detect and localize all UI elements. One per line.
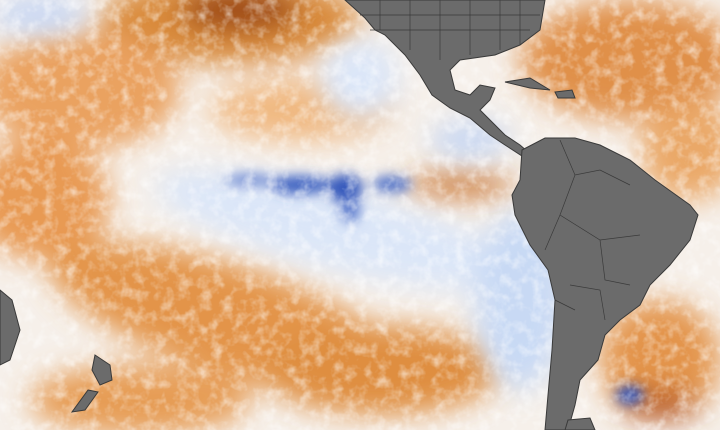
tierra-del-fuego [564,417,596,430]
new-zealand [70,354,113,413]
hispaniola [554,89,576,99]
country-borders [544,139,641,321]
state-borders [360,0,540,60]
land [0,0,699,430]
australia [0,289,21,366]
south-america [511,137,699,430]
cuba [504,77,551,91]
borders [360,0,641,321]
north-america [344,0,546,157]
